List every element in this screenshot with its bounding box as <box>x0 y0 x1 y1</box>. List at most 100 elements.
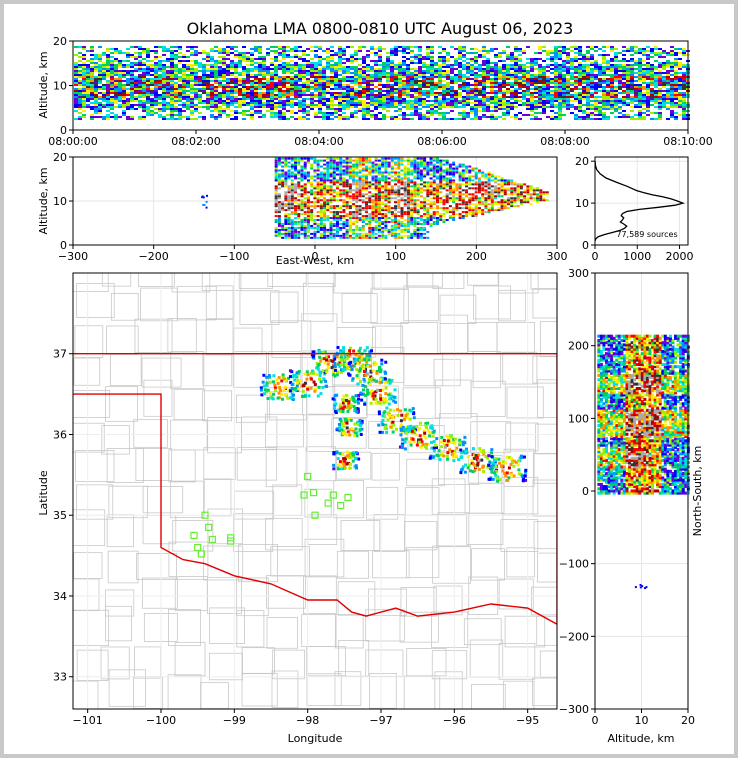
altitude-time-cell <box>158 46 162 48</box>
altitude-time-cell <box>586 118 590 120</box>
altitude-time-cell <box>166 90 170 92</box>
altitude-time-cell <box>390 72 394 74</box>
altitude-time-cell <box>594 92 598 94</box>
altitude-time-cell <box>386 94 390 96</box>
altitude-time-cell <box>166 72 170 74</box>
altitude-time-cell <box>614 106 618 108</box>
altitude-time-cell <box>330 76 334 78</box>
altitude-time-cell <box>222 52 226 54</box>
altitude-time-cell <box>654 112 658 114</box>
altitude-time-cell <box>614 66 618 68</box>
altitude-time-cell <box>446 78 450 80</box>
altitude-east-west-cell <box>313 230 317 233</box>
altitude-time-cell <box>474 78 478 80</box>
altitude-east-west-cell <box>300 169 304 172</box>
altitude-time-cell <box>142 90 146 92</box>
altitude-time-cell <box>130 108 134 110</box>
altitude-time-cell <box>518 48 522 50</box>
altitude-time-cell <box>98 66 102 68</box>
altitude-time-cell <box>162 48 166 50</box>
altitude-time-cell <box>222 72 226 74</box>
altitude-time-cell <box>534 90 538 92</box>
altitude-time-cell <box>82 114 86 116</box>
altitude-time-cell <box>102 54 106 56</box>
altitude-time-cell <box>202 74 206 76</box>
altitude-time-cell <box>150 74 154 76</box>
altitude-time-cell <box>282 94 286 96</box>
altitude-time-cell <box>254 92 258 94</box>
altitude-time-cell <box>486 74 490 76</box>
altitude-time-cell <box>206 56 210 58</box>
altitude-time-cell <box>254 66 258 68</box>
altitude-time-cell <box>270 84 274 86</box>
altitude-time-cell <box>202 64 206 66</box>
altitude-time-cell <box>174 96 178 98</box>
altitude-time-cell <box>138 68 142 70</box>
altitude-time-cell <box>122 70 126 72</box>
altitude-east-west-cell <box>277 234 281 237</box>
altitude-east-west-cell <box>319 173 323 176</box>
altitude-time-cell <box>170 108 174 110</box>
altitude-time-cell <box>342 116 346 118</box>
altitude-time-cell <box>502 64 506 66</box>
altitude-time-cell <box>638 62 642 64</box>
altitude-time-cell <box>482 88 486 90</box>
altitude-time-cell <box>86 80 90 82</box>
altitude-time-cell <box>574 82 578 84</box>
altitude-time-cell <box>522 66 526 68</box>
altitude-time-cell <box>242 94 246 96</box>
altitude-east-west-cell <box>287 207 291 210</box>
altitude-time-cell <box>618 108 622 110</box>
altitude-east-west-cell <box>335 213 339 216</box>
altitude-time-cell <box>374 78 378 80</box>
altitude-time-cell <box>286 100 290 102</box>
altitude-time-cell <box>218 48 222 50</box>
altitude-time-cell <box>586 86 590 88</box>
altitude-time-cell <box>226 100 230 102</box>
altitude-time-cell <box>238 74 242 76</box>
altitude-time-cell <box>146 66 150 68</box>
altitude-time-cell <box>98 70 102 72</box>
altitude-time-cell <box>678 68 682 70</box>
altitude-time-cell <box>198 102 202 104</box>
altitude-time-cell <box>130 64 134 66</box>
altitude-time-cell <box>526 58 530 60</box>
altitude-time-cell <box>418 46 422 48</box>
altitude-time-cell <box>106 80 110 82</box>
altitude-time-cell <box>646 78 650 80</box>
altitude-east-west-cell <box>284 163 288 166</box>
altitude-east-west-cell <box>281 179 285 182</box>
altitude-time-cell <box>506 90 510 92</box>
altitude-time-cell <box>134 98 138 100</box>
altitude-east-west-cell <box>323 226 327 229</box>
altitude-east-west-cell <box>323 167 327 170</box>
altitude-time-cell <box>82 64 86 66</box>
altitude-east-west-cell <box>339 191 343 194</box>
altitude-time-cell <box>162 78 166 80</box>
altitude-time-cell <box>318 116 322 118</box>
altitude-east-west-cell <box>319 179 323 182</box>
altitude-time-cell <box>258 96 262 98</box>
altitude-time-cell <box>290 66 294 68</box>
altitude-east-west-cell <box>323 209 327 212</box>
altitude-east-west-cell <box>355 213 359 216</box>
altitude-time-cell <box>270 106 274 108</box>
altitude-time-cell <box>478 80 482 82</box>
altitude-east-west-cell <box>345 163 349 166</box>
altitude-time-cell <box>174 102 178 104</box>
altitude-east-west-cell <box>329 224 333 227</box>
altitude-time-cell <box>638 84 642 86</box>
altitude-time-cell <box>286 54 290 56</box>
altitude-time-cell <box>554 58 558 60</box>
altitude-time-cell <box>94 88 98 90</box>
altitude-time-cell <box>346 96 350 98</box>
altitude-time-cell <box>558 88 562 90</box>
altitude-east-west-cell <box>274 179 278 182</box>
altitude-time-cell <box>422 74 426 76</box>
altitude-time-cell <box>466 86 470 88</box>
altitude-time-cell <box>378 58 382 60</box>
altitude-east-west-cell <box>342 222 346 225</box>
altitude-time-cell <box>546 96 550 98</box>
altitude-time-cell <box>546 106 550 108</box>
altitude-time-cell <box>170 64 174 66</box>
